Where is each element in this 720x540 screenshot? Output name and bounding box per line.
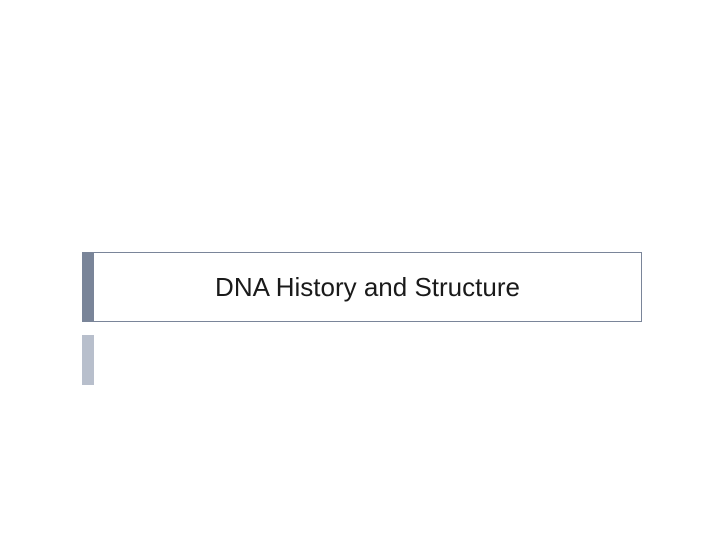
slide-subtitle [94, 335, 642, 385]
subtitle-block [82, 335, 642, 385]
slide-title: DNA History and Structure [94, 253, 641, 321]
title-accent-bar [82, 253, 94, 321]
title-block: DNA History and Structure [82, 252, 642, 322]
subtitle-accent-bar [82, 335, 94, 385]
